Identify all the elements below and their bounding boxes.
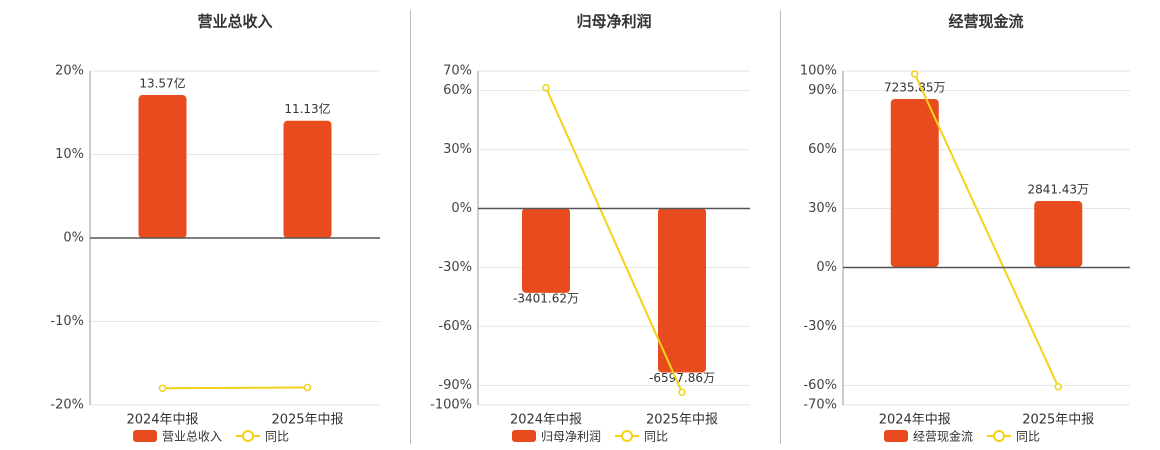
- bar: [522, 208, 570, 293]
- line: [913, 73, 1060, 388]
- legend-label: 同比: [1016, 430, 1040, 444]
- legend-marker: [993, 430, 1006, 442]
- y-tick-label: 20%: [55, 64, 84, 79]
- y-tick-label: -60%: [438, 319, 472, 334]
- y-tick-label: -100%: [430, 398, 472, 413]
- value-label: -3401.62万: [513, 291, 579, 305]
- y-tick-label: 0%: [451, 201, 472, 216]
- bar: [283, 120, 332, 238]
- y-tick-label: 30%: [808, 201, 837, 216]
- y-tick-label: -30%: [438, 260, 472, 275]
- chart-title: 归母净利润: [576, 13, 651, 31]
- line-point: [911, 70, 919, 78]
- y-tick-label: 30%: [443, 142, 472, 157]
- y-tick-label: 60%: [443, 83, 472, 98]
- y-tick-label: -90%: [438, 378, 472, 393]
- line-point: [158, 384, 167, 393]
- y-tick-label: 0%: [816, 260, 837, 275]
- bar: [890, 98, 939, 268]
- y-tick-label: 0%: [63, 231, 84, 246]
- legend-marker: [242, 430, 255, 442]
- line-point: [678, 388, 686, 396]
- line: [545, 87, 683, 393]
- legend-swatch: [133, 430, 157, 442]
- y-tick-label: -30%: [803, 319, 837, 334]
- chart-title: 营业总收入: [197, 13, 272, 31]
- x-tick-label: 2025年中报: [646, 413, 718, 428]
- legend-swatch: [512, 430, 536, 442]
- x-tick-label: 2024年中报: [126, 413, 198, 428]
- value-label: 7235.85万: [884, 80, 946, 94]
- x-tick-label: 2024年中报: [879, 413, 951, 428]
- line: [162, 386, 308, 390]
- legend-marker: [621, 430, 634, 442]
- y-tick-label: -20%: [50, 398, 84, 413]
- x-tick-label: 2025年中报: [271, 413, 343, 428]
- y-tick-label: 90%: [808, 83, 837, 98]
- legend-label: 经营现金流: [913, 429, 973, 444]
- legend-label: 营业总收入: [162, 430, 222, 444]
- x-tick-label: 2025年中报: [1022, 413, 1094, 428]
- legend-label: 同比: [644, 430, 668, 444]
- legend-label: 归母净利润: [541, 430, 601, 444]
- y-tick-label: 10%: [55, 147, 84, 162]
- chart-title: 经营现金流: [948, 13, 1023, 31]
- line-point: [542, 83, 550, 92]
- legend-label: 同比: [265, 430, 289, 444]
- y-tick-label: 60%: [808, 142, 837, 157]
- value-label: 13.57亿: [139, 76, 185, 91]
- y-tick-label: 100%: [800, 64, 837, 79]
- value-label: -6597.86万: [649, 371, 715, 385]
- line-point: [1054, 382, 1062, 391]
- y-tick-label: -60%: [803, 378, 837, 393]
- line-point: [303, 383, 312, 392]
- legend-swatch: [884, 430, 908, 442]
- bar: [658, 208, 706, 373]
- y-tick-label: 70%: [443, 64, 472, 79]
- y-tick-label: -70%: [803, 398, 837, 413]
- bar: [138, 95, 187, 239]
- value-label: 2841.43万: [1027, 183, 1089, 197]
- value-label: 11.13亿: [284, 101, 330, 116]
- x-tick-label: 2024年中报: [510, 413, 582, 428]
- y-tick-label: -10%: [50, 314, 84, 329]
- bar: [1034, 201, 1083, 268]
